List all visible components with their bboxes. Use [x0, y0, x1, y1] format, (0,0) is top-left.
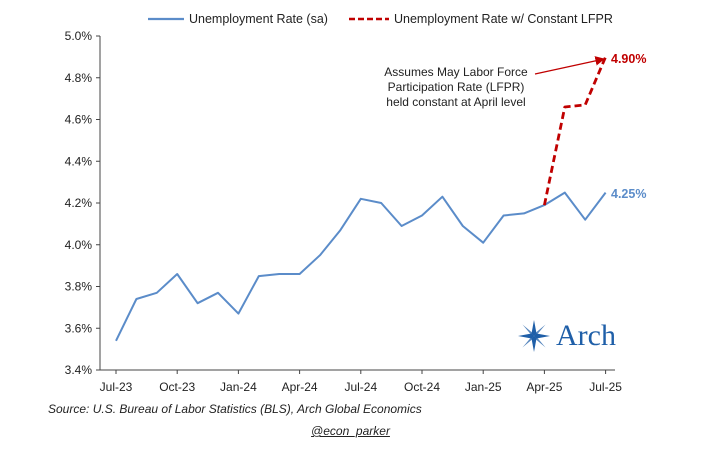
annotation: Assumes May Labor Force Participation Ra…: [384, 56, 605, 109]
legend-label-constant-lfpr: Unemployment Rate w/ Constant LFPR: [394, 12, 613, 26]
y-tick-label: 4.4%: [65, 154, 93, 168]
x-tick-label: Oct-23: [159, 380, 195, 394]
annotation-arrow: [534, 56, 605, 75]
y-tick-label: 5.0%: [65, 29, 93, 43]
legend-label-unemployment-rate: Unemployment Rate (sa): [189, 12, 328, 26]
credit-handle: @econ_parker: [311, 424, 390, 438]
annotation-line-2: Participation Rate (LFPR): [388, 80, 525, 94]
legend: Unemployment Rate (sa) Unemployment Rate…: [148, 12, 613, 26]
x-tick-label: Apr-25: [526, 380, 562, 394]
y-tick-label: 4.2%: [65, 196, 93, 210]
series-constant-lfpr-line: [543, 56, 607, 206]
y-tick-label: 4.8%: [65, 71, 93, 85]
x-tick-label: Jan-24: [220, 380, 257, 394]
compass-star-icon: [518, 320, 550, 352]
y-tick-label: 4.6%: [65, 113, 93, 127]
credit: @econ_parker: [0, 424, 701, 438]
x-tick-label: Jul-23: [100, 380, 133, 394]
annotation-line-3: held constant at April level: [386, 95, 525, 109]
y-tick-label: 3.6%: [65, 321, 93, 335]
annotation-line-1: Assumes May Labor Force: [384, 65, 528, 79]
logo-text: Arch: [556, 319, 616, 352]
series-unemployment-rate-line: [115, 191, 607, 342]
x-tick-label: Jul-24: [344, 380, 377, 394]
end-label-constant-lfpr: 4.90%: [611, 52, 646, 66]
end-label-unemployment-rate: 4.25%: [611, 187, 646, 201]
y-tick-label: 3.4%: [65, 363, 93, 377]
source-note: Source: U.S. Bureau of Labor Statistics …: [48, 402, 422, 416]
x-tick-label: Oct-24: [404, 380, 440, 394]
x-tick-label: Apr-24: [282, 380, 318, 394]
y-tick-label: 4.0%: [65, 238, 93, 252]
arch-logo: Arch: [516, 316, 616, 356]
x-tick-label: Jan-25: [465, 380, 502, 394]
y-tick-label: 3.8%: [65, 280, 93, 294]
x-tick-label: Jul-25: [589, 380, 622, 394]
